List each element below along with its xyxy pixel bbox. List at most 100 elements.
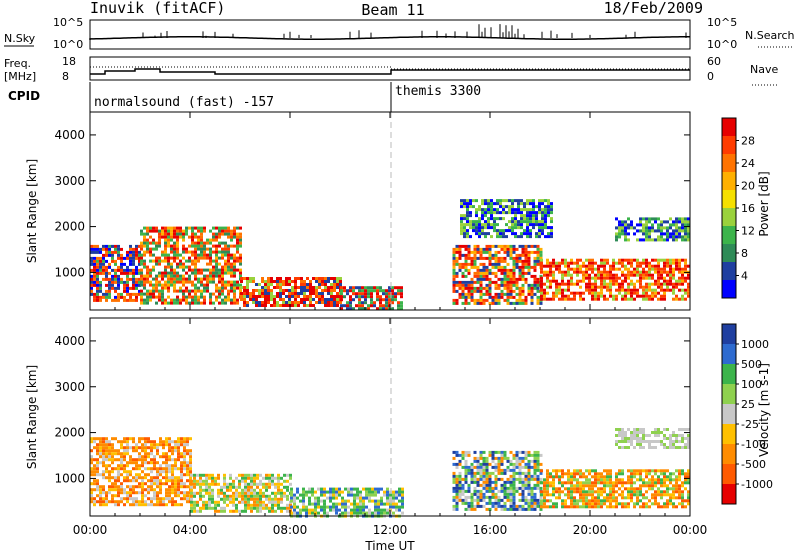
echo-cell [217,473,220,477]
echo-cell [678,475,681,479]
echo-cell [621,431,624,434]
echo-cell [612,481,615,485]
echo-cell [615,475,618,479]
echo-cell [678,487,681,491]
echo-cell [633,481,636,485]
echo-cell [633,469,636,473]
echo-cell [512,301,516,305]
echo-cell [452,456,456,460]
echo-cell [476,280,480,284]
echo-cell [460,214,463,218]
echo-cell [639,493,642,497]
echo-cell [261,301,264,304]
echo-cell [135,271,138,275]
echo-cell [564,258,567,262]
echo-cell [654,288,657,292]
echo-cell [687,288,690,292]
echo-cell [309,280,312,283]
echo-cell [135,485,138,489]
echo-cell [233,259,236,263]
echo-cell [347,487,350,491]
echo-cell [167,283,170,287]
echo-cell [603,279,606,283]
echo-cell [93,473,96,477]
echo-cell [261,286,264,289]
echo-cell [579,499,582,503]
echo-cell [341,490,344,494]
echo-cell [167,253,170,257]
echo-cell [173,280,176,284]
echo-cell [624,437,627,440]
echo-cell [138,253,141,257]
echo-cell [476,301,480,305]
echo-cell [521,450,525,454]
echo-cell [540,270,543,274]
echo-cell [191,268,194,272]
echo-cell [135,277,138,281]
echo-cell [479,280,483,284]
echo-cell [123,283,126,287]
echo-cell [552,297,555,301]
echo-cell [126,289,129,293]
echo-cell [171,503,174,507]
echo-cell [506,498,510,502]
echo-cell [615,499,618,503]
echo-cell [660,484,663,488]
echo-cell [500,247,504,251]
echo-cell [543,270,546,274]
echo-cell [96,443,99,447]
echo-cell [549,297,552,301]
echo-cell [99,461,102,465]
echo-cell [111,250,114,254]
echo-cell [506,477,510,481]
echo-cell [401,496,404,500]
echo-cell [117,473,120,477]
echo-cell [302,487,305,491]
echo-cell [558,264,561,268]
echo-cell [132,292,135,296]
echo-cell [129,292,132,296]
echo-cell [324,289,327,292]
echo-cell [648,443,651,446]
echo-cell [540,493,543,497]
echo-cell [149,247,152,251]
echo-cell [530,289,534,293]
echo-cell [452,462,456,466]
echo-cell [503,286,507,290]
echo-cell [150,446,153,450]
echo-cell [202,488,205,492]
echo-cell [515,459,519,463]
echo-cell [533,283,537,287]
echo-cell [452,259,456,263]
echo-cell [267,289,270,292]
echo-cell [621,220,624,224]
echo-cell [90,292,93,296]
echo-cell [114,295,117,299]
echo-cell [164,301,167,305]
echo-cell [452,477,456,481]
y-tick-label: 4000 [54,334,85,348]
echo-cell [374,511,377,515]
echo-cell [521,504,525,508]
echo-cell [648,478,651,482]
echo-cell [159,497,162,501]
echo-cell [188,265,191,269]
echo-cell [294,292,297,295]
echo-cell [108,491,111,495]
echo-cell [173,268,176,272]
echo-cell [114,244,117,248]
echo-cell [252,301,255,304]
echo-cell [262,506,265,510]
echo-cell [497,292,501,296]
echo-cell [530,274,534,278]
echo-cell [543,291,546,295]
echo-cell [359,502,362,506]
echo-cell [488,253,492,257]
echo-cell [657,223,660,227]
echo-cell [561,270,564,274]
echo-cell [512,483,516,487]
echo-cell [336,292,339,295]
echo-cell [485,256,489,260]
echo-cell [564,499,567,503]
echo-cell [576,469,579,473]
